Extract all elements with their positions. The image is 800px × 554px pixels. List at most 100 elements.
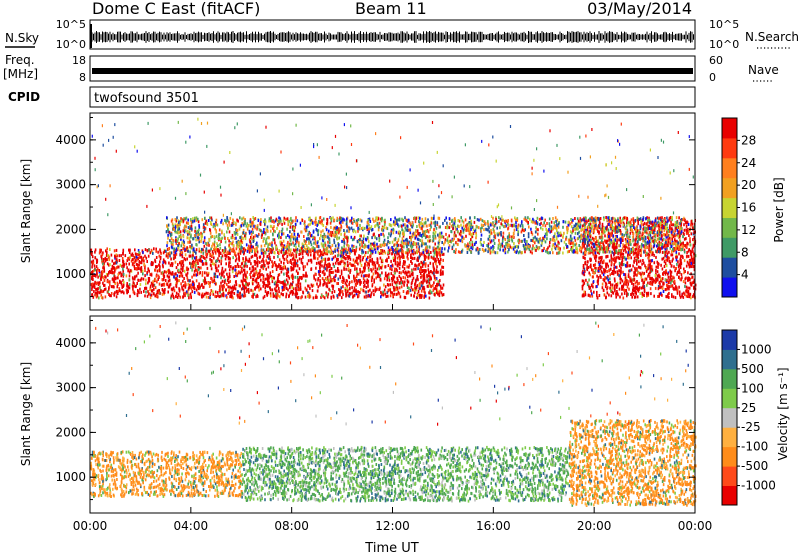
scatter-cell	[428, 278, 431, 282]
scatter-cell	[387, 294, 389, 298]
scatter-cell	[210, 267, 213, 271]
scatter-cell	[609, 235, 611, 239]
scatter-cell	[268, 261, 271, 265]
scatter-cell	[199, 285, 201, 289]
scatter-cell	[304, 265, 306, 269]
scatter-cell	[622, 252, 625, 256]
scatter-cell	[151, 289, 154, 293]
scatter-cell	[106, 258, 108, 262]
scatter-cell	[693, 231, 695, 235]
scatter-cell	[218, 249, 220, 253]
scatter-cell	[314, 278, 317, 282]
scatter-cell	[254, 250, 256, 253]
scatter-cell	[433, 281, 435, 285]
scatter-cell	[231, 242, 233, 246]
scatter-cell	[657, 284, 660, 288]
scatter-cell	[319, 283, 321, 287]
scatter-cell	[634, 266, 636, 270]
scatter-cell	[91, 265, 93, 269]
scatter-cell	[520, 221, 523, 225]
scatter-cell	[370, 253, 372, 257]
scatter-cell	[636, 254, 639, 258]
scatter-cell	[667, 285, 669, 289]
scatter-cell	[489, 238, 491, 242]
scatter-cell	[202, 248, 204, 252]
scatter-cell	[432, 249, 435, 253]
scatter-cell	[97, 290, 99, 294]
scatter-cell	[546, 250, 549, 254]
scatter-cell	[610, 294, 613, 298]
scatter-cell	[606, 291, 609, 295]
scatter-cell	[351, 291, 353, 295]
scatter-cell	[399, 260, 401, 264]
scatter-cell	[126, 282, 128, 286]
scatter-cell	[268, 282, 271, 286]
scatter-cell	[368, 293, 370, 297]
scatter-cell	[412, 276, 415, 280]
scatter-cell	[638, 281, 640, 285]
scatter-cell	[174, 277, 177, 281]
scatter-cell	[152, 283, 155, 287]
scatter-cell	[620, 271, 622, 275]
scatter-cell	[234, 236, 236, 240]
scatter-cell	[465, 244, 468, 248]
scatter-cell	[422, 281, 424, 285]
scatter-cell	[604, 285, 607, 289]
scatter-cell	[195, 251, 197, 255]
scatter-cell	[218, 237, 221, 240]
scatter-cell	[396, 280, 398, 284]
scatter-cell	[325, 278, 328, 282]
scatter-cell	[424, 264, 427, 268]
scatter-cell	[453, 233, 455, 237]
scatter-cell	[281, 288, 284, 292]
scatter-cell	[345, 257, 347, 260]
scatter-cell	[625, 245, 628, 249]
scatter-cell	[581, 244, 584, 248]
scatter-cell	[164, 261, 167, 265]
scatter-cell	[633, 260, 635, 264]
scatter-cell	[620, 252, 623, 256]
scatter-cell	[337, 246, 340, 250]
scatter-cell	[614, 279, 616, 283]
scatter-cell	[121, 256, 124, 260]
scatter-cell	[166, 247, 169, 251]
scatter-cell	[686, 290, 688, 294]
scatter-cell	[215, 245, 218, 249]
scatter-cell	[605, 262, 607, 266]
scatter-cell	[283, 252, 285, 256]
scatter-cell	[323, 257, 325, 261]
scatter-cell	[594, 248, 597, 252]
scatter-cell	[597, 269, 600, 273]
scatter-cell	[623, 291, 626, 295]
scatter-cell	[264, 286, 266, 290]
scatter-cell	[152, 251, 154, 255]
scatter-cell	[381, 251, 384, 255]
scatter-cell	[247, 247, 249, 251]
scatter-cell	[625, 243, 628, 247]
scatter-cell	[407, 252, 409, 256]
scatter-cell	[420, 260, 422, 264]
scatter-cell	[644, 245, 646, 249]
scatter-cell	[592, 221, 595, 225]
scatter-cell	[602, 241, 604, 245]
scatter-cell	[613, 277, 616, 281]
scatter-cell	[656, 244, 658, 248]
scatter-cell	[344, 281, 347, 285]
scatter-cell	[116, 281, 119, 285]
scatter-cell	[663, 260, 666, 264]
scatter-cell	[586, 263, 588, 267]
scatter-cell	[125, 274, 128, 278]
scatter-cell	[95, 295, 98, 299]
scatter-cell	[368, 273, 370, 277]
scatter-cell	[636, 267, 638, 271]
scatter-cell	[280, 260, 282, 264]
scatter-cell	[199, 255, 202, 259]
scatter-cell	[205, 271, 208, 275]
scatter-cell	[599, 267, 601, 271]
scatter-cell	[150, 293, 153, 297]
scatter-cell	[574, 227, 577, 231]
scatter-cell	[285, 283, 287, 287]
scatter-cell	[610, 283, 612, 287]
scatter-cell	[153, 287, 155, 291]
scatter-cell	[693, 285, 695, 289]
